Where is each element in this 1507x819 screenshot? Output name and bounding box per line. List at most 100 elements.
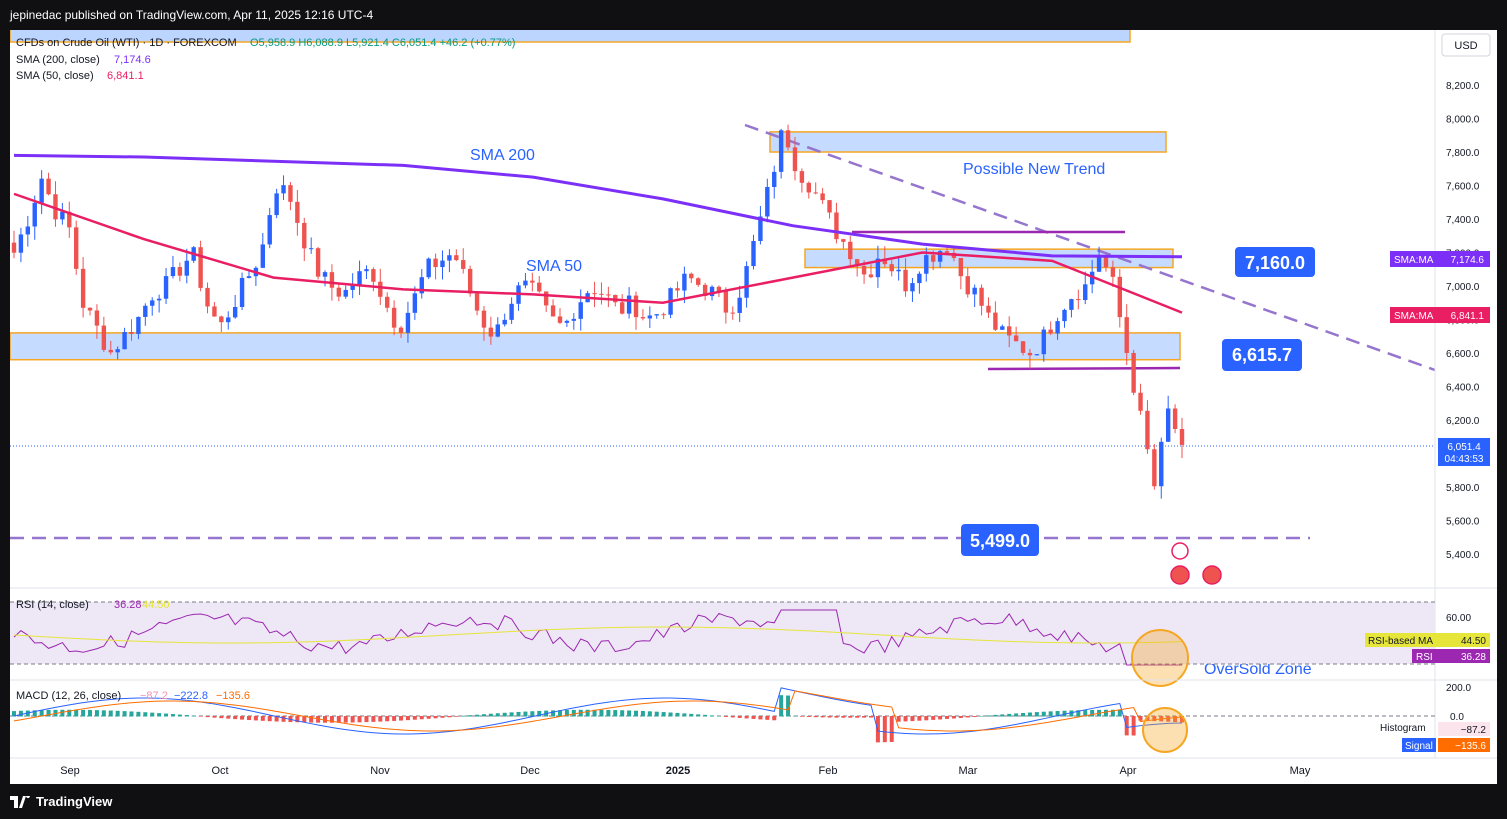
tradingview-logo[interactable]: TradingView xyxy=(10,794,112,809)
us-flag-icon[interactable] xyxy=(1170,565,1190,585)
candle-body xyxy=(744,266,749,298)
macd-hist-bar xyxy=(157,713,162,717)
macd-hist-bar xyxy=(530,711,535,717)
macd-hist-bar xyxy=(426,716,431,719)
candle-body xyxy=(184,260,189,276)
macd-hist-bar xyxy=(246,716,251,721)
macd-signal-tag-box xyxy=(1402,738,1436,752)
candle-body xyxy=(39,178,44,203)
macd-hist-bar xyxy=(972,716,977,717)
rsi-label: RSI (14, close) xyxy=(16,599,89,611)
signal-line xyxy=(13,690,1183,732)
macd-hist-bar xyxy=(419,716,424,720)
rsi-ma-value: 44.50 xyxy=(142,599,170,611)
candle-body xyxy=(18,234,24,253)
macd-hist-bar xyxy=(896,716,901,722)
macd-hist-bar xyxy=(938,716,943,720)
macd-hist-bar xyxy=(46,709,51,717)
macd-hist-bar xyxy=(1152,716,1157,722)
candle-body xyxy=(371,269,376,282)
last-price-tag-box xyxy=(1438,438,1490,466)
macd-hist-bar xyxy=(640,711,645,717)
macd-hist-bar xyxy=(1027,712,1032,717)
candle-body xyxy=(405,312,411,333)
candle-body xyxy=(94,310,100,326)
macd-hist-bar xyxy=(910,716,915,722)
macd-hist-bar xyxy=(557,710,562,717)
macd-hist-bar xyxy=(136,711,141,717)
macd-hist-bar xyxy=(240,716,245,720)
macd-hist-bar xyxy=(730,716,735,718)
candle-body xyxy=(1131,352,1136,393)
macd-hist-bar xyxy=(488,713,493,717)
candle-body xyxy=(350,285,355,290)
macd-signal-value: −135.6 xyxy=(216,690,250,702)
candle-body xyxy=(799,171,805,183)
macd-hist-bar xyxy=(792,715,797,717)
published-line: jepinedac published on TradingView.com, … xyxy=(10,8,374,22)
macd-hist-bar xyxy=(993,714,998,717)
macd-hist-bar xyxy=(468,715,473,717)
candle-body xyxy=(834,212,839,240)
candle-body xyxy=(896,269,901,272)
lightning-event-icon[interactable] xyxy=(1171,542,1189,560)
macd-hist-bar xyxy=(1145,716,1150,721)
top-bar: jepinedac published on TradingView.com, … xyxy=(0,0,1507,30)
macd-hist-bar xyxy=(1076,710,1081,717)
macd-hist-bar xyxy=(150,712,155,717)
macd-hist-bar xyxy=(744,716,749,719)
candle-body xyxy=(163,276,169,299)
candle-body xyxy=(308,248,314,250)
candle-body xyxy=(599,293,604,295)
macd-hist-tag-label: Histogram xyxy=(1380,723,1426,734)
candle-body xyxy=(543,291,549,306)
candle-body xyxy=(1034,354,1040,356)
macd-hist-bar xyxy=(1090,709,1095,717)
y-tick-label: 5,600.0 xyxy=(1446,517,1480,528)
macd-hist-bar xyxy=(323,716,328,723)
currency-box[interactable] xyxy=(1441,33,1491,57)
macd-hist-bar xyxy=(668,712,673,717)
candle-body xyxy=(246,276,252,278)
chart-svg[interactable]: CFDs on Crude Oil (WTI) · 1D · FOREXCOM … xyxy=(9,0,1497,784)
candle-body xyxy=(578,302,583,319)
candle-body xyxy=(122,332,127,350)
candle-body xyxy=(136,316,141,334)
candle-body xyxy=(965,276,970,295)
y-tick-label: 8,200.0 xyxy=(1446,81,1480,92)
macd-hist-bar xyxy=(198,716,203,717)
candle-body xyxy=(682,273,687,291)
legend-sma200-value: 7,174.6 xyxy=(114,54,151,66)
macd-hist-bar xyxy=(212,716,217,718)
us-flag-icon-2[interactable] xyxy=(1202,565,1222,585)
candle-body xyxy=(474,293,480,311)
macd-hist-bar xyxy=(260,716,265,721)
macd-hist-bar xyxy=(461,715,466,717)
sma50-tag-label: SMA:MA xyxy=(1394,311,1434,322)
macd-hist-bar xyxy=(592,709,597,717)
candle-body xyxy=(702,284,708,297)
rsi-ma-tag-value: 44.50 xyxy=(1461,636,1486,647)
footer: TradingView xyxy=(0,784,1507,819)
macd-hist-bar xyxy=(951,716,956,719)
macd-hist-bar xyxy=(129,711,134,717)
macd-hist-bar xyxy=(226,716,231,719)
level-7160-text: 7,160.0 xyxy=(1245,253,1305,273)
macd-hist-bar xyxy=(772,716,777,721)
sma200-tag-value: 7,174.6 xyxy=(1451,255,1485,266)
candle-body xyxy=(1020,341,1026,353)
macd-hist-bar xyxy=(1007,713,1012,717)
macd-hist-bar xyxy=(958,716,963,718)
candle-body xyxy=(537,282,542,292)
macd-hist-bar xyxy=(1103,709,1108,717)
rsi-band xyxy=(10,602,1435,664)
macd-hist-bar xyxy=(392,716,397,721)
chart-area[interactable]: CFDs on Crude Oil (WTI) · 1D · FOREXCOM … xyxy=(9,0,1497,784)
candle-body xyxy=(11,242,17,253)
y-tick-label: 8,000.0 xyxy=(1446,115,1480,126)
macd-hist-bar xyxy=(751,716,756,719)
candle-body xyxy=(1007,326,1012,336)
candle-body xyxy=(709,286,715,297)
candle-body xyxy=(80,268,86,308)
